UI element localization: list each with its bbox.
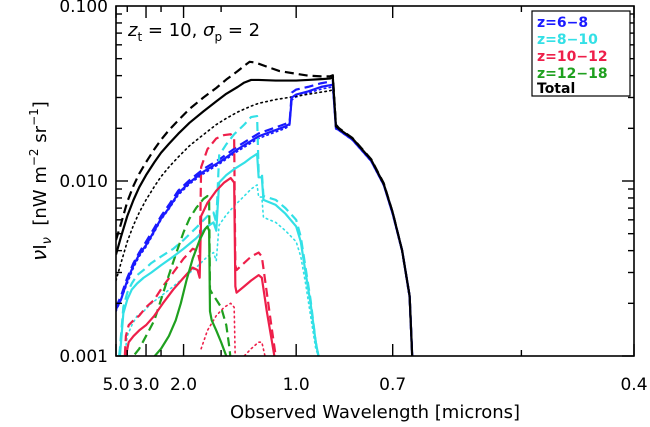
x-tick-label: 3.0 bbox=[133, 375, 160, 395]
x-axis-title: Observed Wavelength [microns] bbox=[230, 402, 520, 423]
series-line-z1012-solid bbox=[124, 176, 276, 356]
series-line-z810-solid bbox=[118, 152, 320, 356]
legend-entry-z10-12: z=10−12 bbox=[537, 49, 608, 65]
series-line-z1012-dashed bbox=[123, 133, 277, 356]
ylabel-exp-a: −2 bbox=[27, 148, 41, 166]
x-tick-label: 2.0 bbox=[170, 375, 197, 395]
annot-sigma: σ bbox=[203, 20, 215, 41]
annot-p: p bbox=[214, 30, 222, 44]
series-line-z1218-dashed bbox=[132, 194, 232, 356]
legend: z=6−8 z=8−10 z=10−12 z=12−18 Total bbox=[531, 10, 631, 97]
ylabel-unit-b: sr bbox=[30, 125, 51, 148]
annot-z: z bbox=[127, 20, 138, 41]
x-tick-label: 1.0 bbox=[283, 375, 310, 395]
parameter-annotation: zt = 10, σp = 2 bbox=[127, 20, 260, 44]
series-line-z1218-solid bbox=[153, 225, 228, 356]
x-tick-label: 0.7 bbox=[379, 375, 406, 395]
ylabel-nu: ν bbox=[27, 250, 51, 261]
legend-entry-z6-8: z=6−8 bbox=[537, 15, 588, 31]
legend-entry-total: Total bbox=[537, 81, 575, 97]
series-line-z810-dashed bbox=[117, 114, 320, 356]
y-tick-labels: 0.001 0.010 0.100 bbox=[59, 0, 108, 367]
series-layer bbox=[116, 60, 414, 356]
x-tick-labels: 5.0 3.0 2.0 1.0 0.7 0.4 bbox=[102, 375, 647, 395]
annot-t: t bbox=[137, 30, 142, 44]
y-tick-label: 0.010 bbox=[59, 172, 108, 192]
ylabel-exp-b: −1 bbox=[27, 108, 41, 126]
y-tick-label: 0.100 bbox=[59, 0, 108, 17]
ylabel-unit-c: ] bbox=[30, 101, 51, 108]
ylabel-I: I bbox=[30, 244, 51, 249]
legend-box bbox=[531, 10, 631, 97]
legend-entry-z8-10: z=8−10 bbox=[537, 32, 598, 48]
series-line-Total-solid bbox=[116, 76, 414, 356]
series-line-z68-dashed bbox=[116, 80, 414, 356]
annot-eq2: = 2 bbox=[222, 20, 260, 41]
legend-entry-z12-18: z=12−18 bbox=[537, 66, 608, 82]
ylabel-unit-a: [nW m bbox=[30, 166, 51, 237]
ylabel-nu-sub: ν bbox=[40, 237, 55, 244]
x-tick-label: 5.0 bbox=[102, 375, 129, 395]
y-tick-label: 0.001 bbox=[59, 347, 108, 367]
annot-eq1: = 10, bbox=[142, 20, 203, 41]
y-axis-title: νIν [nW m−2 sr−1] bbox=[27, 101, 55, 261]
x-tick-label: 0.4 bbox=[620, 375, 647, 395]
plot-frame bbox=[115, 5, 635, 357]
